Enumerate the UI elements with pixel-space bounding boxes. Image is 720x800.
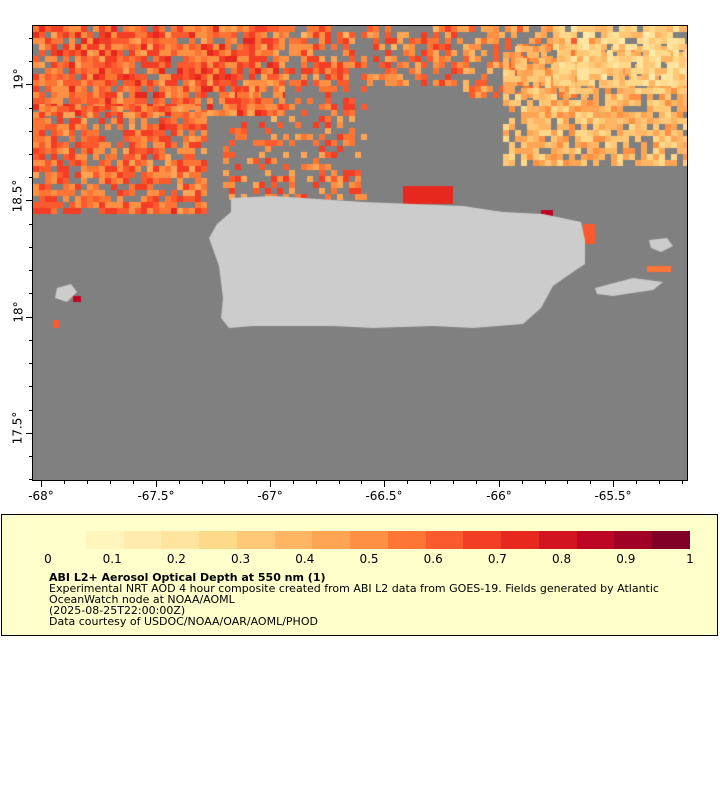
axis-tick [567, 481, 568, 484]
axis-tick [682, 481, 683, 484]
axis-tick [613, 481, 614, 487]
x-axis-label-neg67-5: -67.5° [137, 489, 175, 503]
legend-timestamp: (2025-08-25T22:00:00Z) [49, 604, 186, 617]
aod-map-canvas [33, 26, 687, 480]
axis-tick [361, 481, 362, 484]
axis-tick [26, 433, 32, 434]
axis-tick [476, 481, 477, 484]
colorbar-label: 0.3 [231, 552, 251, 566]
axis-tick [29, 386, 32, 387]
axis-tick [179, 481, 180, 484]
axis-tick [270, 481, 271, 487]
axis-tick [659, 481, 660, 484]
axis-tick [339, 481, 340, 484]
legend-credit: Data courtesy of USDOC/NOAA/OAR/AOML/PHO… [49, 615, 318, 628]
axis-tick [29, 340, 32, 341]
axis-tick [384, 481, 385, 487]
colorbar-label: 0.7 [487, 552, 507, 566]
axis-tick [156, 481, 157, 487]
colorbar-label: 0.1 [102, 552, 122, 566]
legend-description-line-1: Experimental NRT AOD 4 hour composite cr… [49, 582, 659, 595]
colorbar [48, 531, 691, 549]
axis-tick [29, 38, 32, 39]
axis-tick [87, 481, 88, 484]
colorbar-swatch [614, 531, 653, 549]
colorbar-label: 0.8 [552, 552, 572, 566]
axis-tick [26, 317, 32, 318]
axis-tick [29, 108, 32, 109]
colorbar-swatch [501, 531, 539, 549]
axis-tick [29, 479, 32, 480]
axis-tick [316, 481, 317, 484]
axis-tick [29, 410, 32, 411]
axis-tick [29, 61, 32, 62]
colorbar-label: 0.6 [423, 552, 443, 566]
legend-text: ABI L2+ Aerosol Optical Depth at 550 nm … [49, 572, 699, 627]
axis-tick [64, 481, 65, 484]
y-axis-label-18: 18° [11, 301, 26, 323]
axis-tick [29, 177, 32, 178]
legend-description-line-2: OceanWatch node at NOAA/AOML [49, 593, 235, 606]
colorbar-swatch [538, 531, 577, 549]
colorbar-swatch [652, 531, 691, 549]
x-axis-label-neg65-5: -65.5° [594, 489, 632, 503]
x-axis-label-neg67: -67° [257, 489, 283, 503]
map-plot-area [32, 25, 688, 481]
colorbar-swatch [48, 531, 86, 549]
axis-tick [29, 293, 32, 294]
colorbar-swatch [312, 531, 351, 549]
axis-tick [224, 481, 225, 484]
colorbar-swatch [350, 531, 388, 549]
axis-tick [453, 481, 454, 484]
axis-tick [29, 224, 32, 225]
axis-tick [407, 481, 408, 484]
colorbar-swatch [236, 531, 275, 549]
colorbar-swatch [85, 531, 124, 549]
colorbar-label: 0 [44, 552, 52, 566]
axis-tick [110, 481, 111, 484]
axis-tick [133, 481, 134, 484]
axis-tick [29, 270, 32, 271]
axis-tick [293, 481, 294, 484]
axis-tick [430, 481, 431, 484]
colorbar-swatch [199, 531, 237, 549]
x-axis-label-neg66-5: -66.5° [365, 489, 403, 503]
colorbar-swatch [123, 531, 162, 549]
axis-tick [636, 481, 637, 484]
axis-tick [545, 481, 546, 484]
colorbar-swatch [463, 531, 502, 549]
y-axis-label-19: 19° [11, 68, 26, 90]
y-axis-label-18-5: 18.5° [10, 179, 25, 213]
x-axis-label-neg68: -68° [28, 489, 54, 503]
x-axis-label-neg66: -66° [486, 489, 512, 503]
colorbar-label: 1 [686, 552, 694, 566]
axis-tick [29, 154, 32, 155]
axis-tick [29, 131, 32, 132]
colorbar-label: 0.9 [616, 552, 636, 566]
axis-tick [26, 200, 32, 201]
legend-title: ABI L2+ Aerosol Optical Depth at 550 nm … [49, 571, 326, 584]
colorbar-swatch [387, 531, 426, 549]
colorbar-swatch [274, 531, 313, 549]
colorbar-label: 0.4 [295, 552, 315, 566]
axis-tick [26, 84, 32, 85]
colorbar-label: 0.2 [166, 552, 186, 566]
axis-tick [29, 247, 32, 248]
colorbar-label: 0.5 [359, 552, 379, 566]
axis-tick [522, 481, 523, 484]
colorbar-swatch [576, 531, 615, 549]
colorbar-swatch [161, 531, 200, 549]
axis-tick [499, 481, 500, 487]
axis-tick [590, 481, 591, 484]
axis-tick [247, 481, 248, 484]
axis-tick [29, 456, 32, 457]
axis-tick [29, 363, 32, 364]
y-axis-label-17-5: 17.5° [10, 411, 25, 445]
axis-tick [202, 481, 203, 484]
axis-tick [41, 481, 42, 487]
colorbar-swatch [425, 531, 464, 549]
legend-panel: 0 0.1 0.2 0.3 0.4 0.5 0.6 0.7 0.8 0.9 1 ABI L2+ Ae… [1, 514, 718, 636]
